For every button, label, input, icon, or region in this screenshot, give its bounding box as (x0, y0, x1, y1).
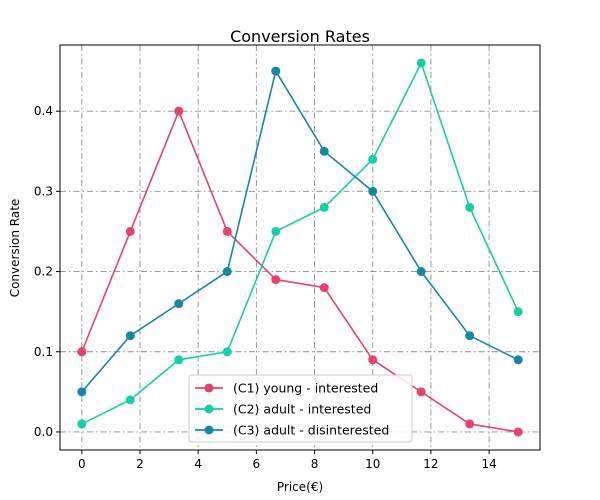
series-line (81, 70, 519, 393)
legend-marker-c2 (204, 404, 214, 414)
legend-box (188, 374, 413, 443)
data-point (125, 331, 135, 341)
data-point (513, 307, 523, 317)
data-point (319, 146, 329, 156)
data-point (125, 395, 135, 405)
data-point (174, 106, 184, 116)
y-tick-label: 0.4 (34, 104, 53, 118)
data-point (77, 347, 87, 357)
x-tick-label: 10 (365, 457, 380, 471)
data-point (465, 331, 475, 341)
data-point (319, 283, 329, 293)
data-point (416, 267, 426, 277)
y-tick-label: 0.3 (34, 184, 53, 198)
x-tick-label: 4 (194, 457, 202, 471)
x-tick-label: 12 (423, 457, 438, 471)
legend: (C1) young - interested (C2) adult - int… (188, 374, 413, 443)
data-point (174, 355, 184, 365)
data-point (513, 355, 523, 365)
data-point (368, 154, 378, 164)
series-c1 (77, 106, 523, 437)
data-point (319, 202, 329, 212)
data-point (416, 387, 426, 397)
y-tick-label: 0.2 (34, 265, 53, 279)
series-line (81, 110, 519, 433)
y-tick-label: 0.0 (34, 425, 53, 439)
data-point (271, 275, 281, 285)
data-point (271, 226, 281, 236)
plot-frame (59, 44, 541, 451)
data-point (77, 387, 87, 397)
series-c3 (77, 66, 523, 397)
data-point (368, 186, 378, 196)
data-point (222, 267, 232, 277)
legend-label-c1: (C1) young - interested (233, 381, 378, 396)
axis-ticks: 0 2 4 6 8 10 12 14 0.0 0.1 0.2 0.3 0.4 (34, 104, 497, 471)
y-tick-label: 0.1 (34, 345, 53, 359)
legend-marker-c3 (204, 425, 214, 435)
data-point (174, 299, 184, 309)
data-point (465, 202, 475, 212)
data-point (368, 355, 378, 365)
x-tick-label: 6 (253, 457, 261, 471)
series-layer (77, 58, 523, 437)
legend-label-c3: (C3) adult - disinterested (233, 423, 389, 438)
x-tick-label: 14 (481, 457, 496, 471)
data-point (416, 58, 426, 68)
data-point (513, 427, 523, 437)
chart-title: Conversion Rates (230, 27, 370, 46)
legend-label-c2: (C2) adult - interested (233, 402, 371, 417)
series-c2 (77, 58, 523, 429)
data-point (222, 226, 232, 236)
data-point (465, 419, 475, 429)
data-point (271, 66, 281, 76)
data-point (77, 419, 87, 429)
legend-marker-c1 (204, 383, 214, 393)
x-axis-label: Price(€) (277, 480, 323, 494)
x-tick-label: 8 (311, 457, 319, 471)
y-axis-label: Conversion Rate (8, 199, 22, 298)
data-point (125, 226, 135, 236)
series-line (81, 62, 519, 425)
x-tick-label: 0 (78, 457, 86, 471)
data-point (222, 347, 232, 357)
x-tick-label: 2 (136, 457, 144, 471)
